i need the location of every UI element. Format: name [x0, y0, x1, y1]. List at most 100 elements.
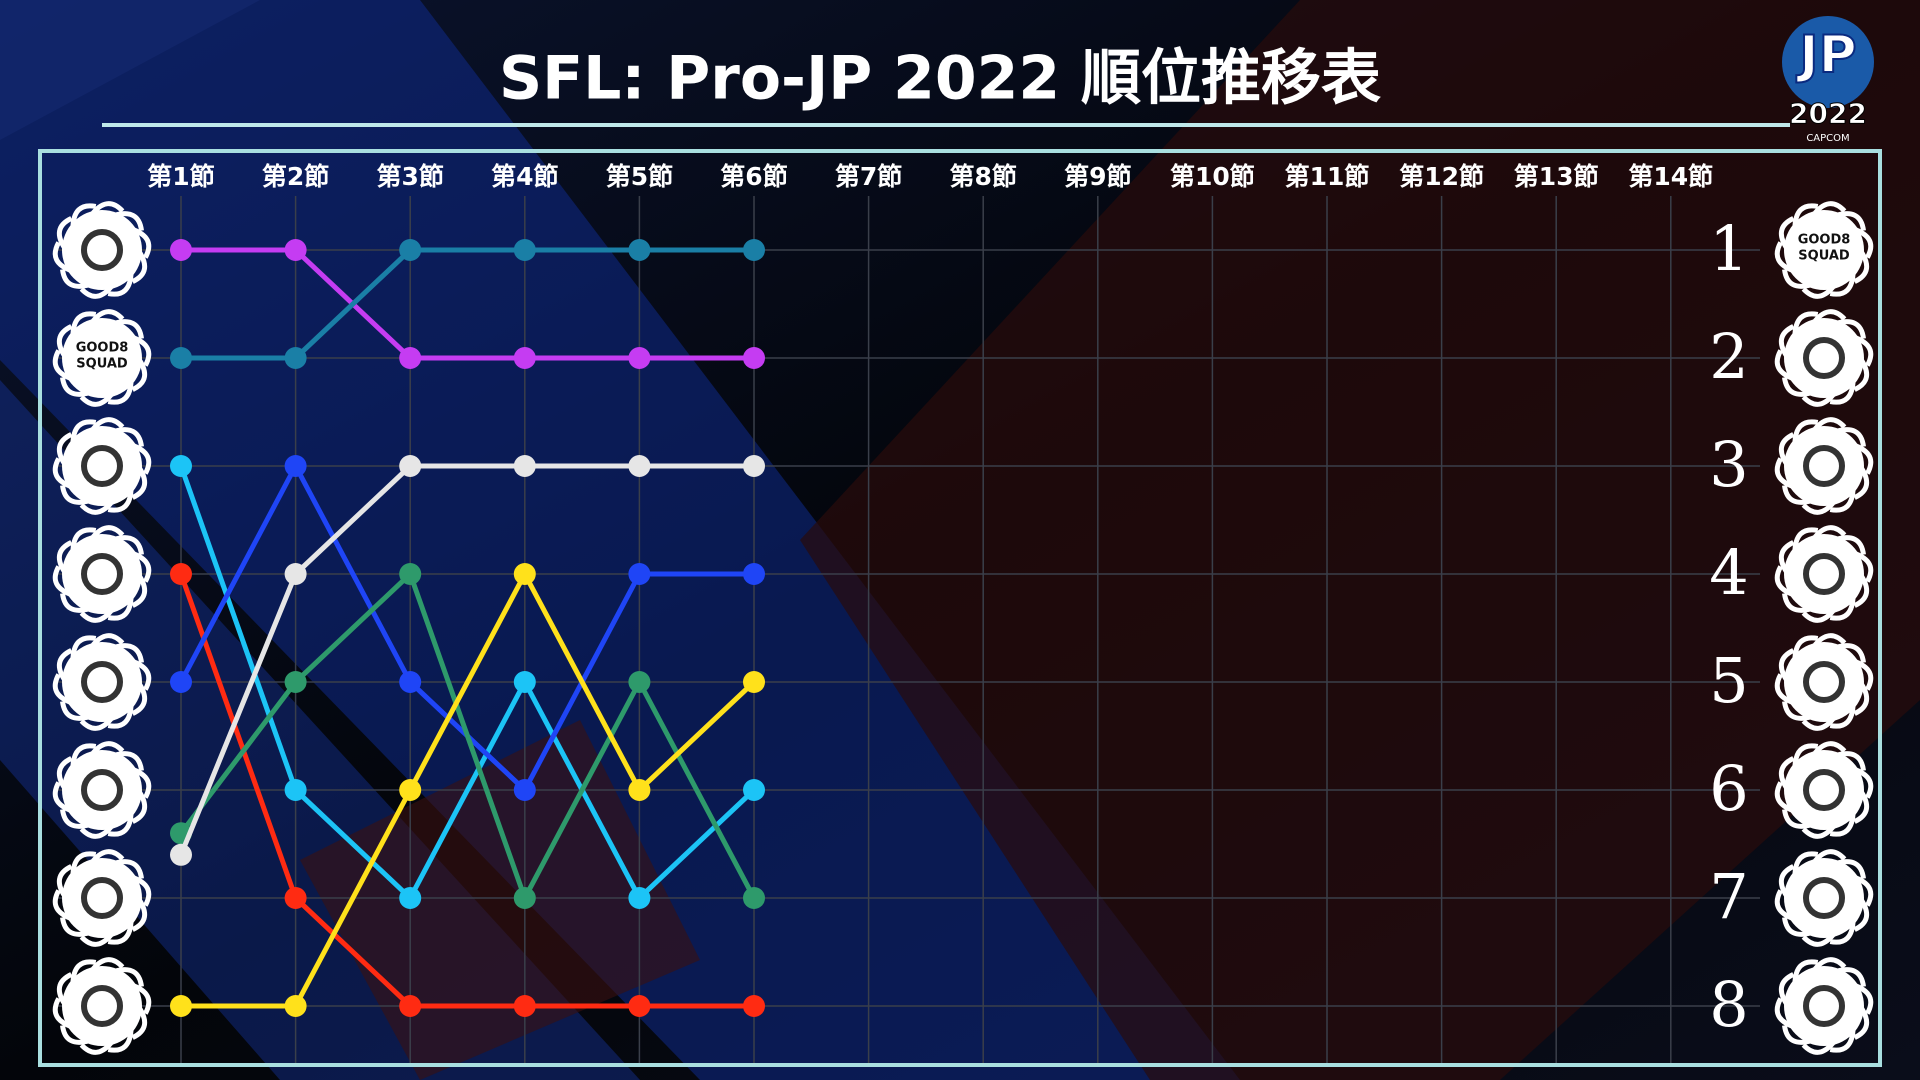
- logo-disc: [62, 534, 142, 614]
- data-point: [399, 671, 422, 693]
- data-point: [743, 455, 765, 477]
- data-point: [628, 239, 651, 261]
- badge-bg: [1782, 16, 1874, 108]
- logo-disc: [62, 858, 142, 938]
- data-point: [170, 843, 192, 866]
- data-point: [628, 455, 651, 477]
- logo-mark: [1803, 445, 1845, 487]
- bg-shape: [800, 0, 1920, 1080]
- data-point: [284, 563, 307, 585]
- logo-text: GOOD8: [76, 341, 129, 356]
- logo-text: SQUAD: [1798, 249, 1850, 264]
- logo-mark: [1803, 877, 1845, 919]
- logo-disc: [1784, 750, 1864, 830]
- data-point: [513, 347, 536, 369]
- data-point: [170, 239, 192, 261]
- x-tick-label: 第7節: [835, 162, 902, 191]
- logo-disc: [1784, 534, 1864, 614]
- logo-disc: [62, 318, 142, 398]
- logo-disc: [62, 642, 142, 722]
- logo-disc: [1784, 642, 1864, 722]
- badge-year: 2022: [1789, 97, 1867, 130]
- data-point: [170, 455, 192, 477]
- logo-disc: [62, 750, 142, 830]
- team-logo: [1774, 525, 1874, 623]
- data-point: [743, 563, 765, 585]
- data-point: [628, 563, 651, 585]
- bg-shape: [0, 0, 1240, 1080]
- data-point: [513, 887, 536, 909]
- logo-mark: [81, 553, 123, 595]
- badge-text: JP: [1796, 25, 1856, 85]
- data-point: [170, 563, 192, 585]
- logo-mark: [1803, 769, 1845, 811]
- data-point: [743, 239, 765, 261]
- data-point: [170, 671, 192, 693]
- x-tick-label: 第8節: [949, 162, 1016, 191]
- x-tick-label: 第3節: [376, 162, 443, 191]
- data-point: [743, 995, 765, 1017]
- x-tick-label: 第5節: [606, 162, 673, 191]
- logo-text: SQUAD: [76, 357, 128, 372]
- logo-disc: [62, 966, 142, 1046]
- team-logo: [1774, 633, 1874, 731]
- team-logo: [52, 633, 152, 731]
- logo-mark: [1803, 661, 1845, 703]
- data-point: [513, 995, 536, 1017]
- series-line: [178, 573, 754, 1009]
- badge: JP 2022 CAPCOM: [1782, 16, 1874, 144]
- y-tick-label: 2: [1709, 320, 1748, 393]
- data-point: [628, 995, 651, 1017]
- data-point: [284, 455, 307, 477]
- data-point: [399, 563, 422, 585]
- logo-mark: [1803, 337, 1845, 379]
- x-tick-label: 第4節: [491, 162, 558, 191]
- logo-text: GOOD8: [1798, 233, 1851, 248]
- y-tick-label: 6: [1709, 752, 1748, 825]
- x-tick-label: 第12節: [1399, 162, 1484, 191]
- series-line: [178, 463, 754, 856]
- data-point: [284, 887, 307, 909]
- x-tick-label: 第1節: [147, 162, 214, 191]
- data-point: [170, 347, 192, 369]
- logo-mark: [81, 877, 123, 919]
- data-point: [399, 995, 422, 1017]
- logo-disc: [1784, 318, 1864, 398]
- team-logo: [1774, 309, 1874, 407]
- logo-disc: [1784, 426, 1864, 506]
- team-logo: [1774, 741, 1874, 839]
- data-point: [743, 671, 765, 693]
- data-point: [399, 455, 422, 477]
- data-point: [628, 887, 651, 909]
- x-tick-label: 第14節: [1628, 162, 1713, 191]
- data-point: [399, 239, 422, 261]
- x-tick-label: 第6節: [720, 162, 787, 191]
- x-tick-label: 第10節: [1170, 162, 1255, 191]
- series-line: [181, 247, 754, 361]
- series-line: [181, 571, 756, 1009]
- data-point: [284, 671, 307, 693]
- data-point: [513, 563, 536, 585]
- y-tick-label: 7: [1709, 860, 1748, 933]
- team-logo: [1774, 417, 1874, 515]
- data-point: [743, 887, 765, 909]
- logo-disc: [1784, 210, 1864, 290]
- data-point: [513, 239, 536, 261]
- x-tick-label: 第11節: [1285, 162, 1370, 191]
- data-point: [284, 995, 307, 1017]
- logo-disc: [62, 426, 142, 506]
- badge-brand: CAPCOM: [1806, 133, 1849, 144]
- chart-title: SFL: Pro-JP 2022 順位推移表: [499, 44, 1381, 114]
- team-logo: [52, 525, 152, 623]
- y-tick-label: 1: [1709, 212, 1748, 285]
- logo-mark: [1803, 985, 1845, 1027]
- logo-mark: [81, 661, 123, 703]
- data-point: [628, 779, 651, 801]
- logo-mark: [81, 985, 123, 1027]
- data-point: [513, 779, 536, 801]
- data-point: [513, 671, 536, 693]
- team-logo: [52, 417, 152, 515]
- frame: [38, 149, 1882, 1067]
